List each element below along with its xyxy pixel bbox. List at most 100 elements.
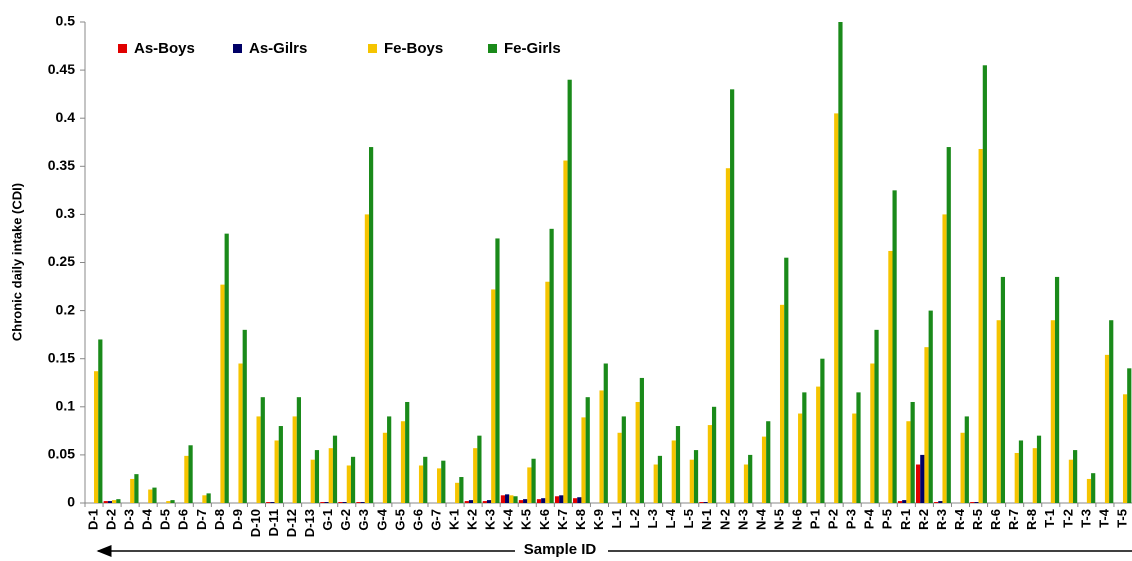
x-tick-label: N-3	[735, 509, 750, 530]
x-tick-label: N-1	[699, 509, 714, 530]
bar	[699, 502, 704, 503]
bar	[278, 426, 283, 503]
bar	[982, 65, 987, 503]
bar	[509, 495, 514, 503]
bar	[1109, 320, 1114, 503]
bar	[242, 329, 247, 503]
bar	[324, 502, 329, 503]
bar	[405, 401, 410, 503]
bar	[473, 448, 478, 503]
legend-swatch	[233, 44, 242, 53]
x-tick-label: D-5	[158, 509, 173, 530]
bar	[513, 496, 518, 503]
bar	[906, 421, 911, 503]
bar	[116, 499, 121, 503]
bar	[964, 416, 969, 503]
bar	[369, 147, 374, 503]
bar	[798, 413, 803, 503]
x-tick-label: R-4	[952, 508, 967, 530]
bar	[1018, 440, 1024, 503]
bar	[581, 417, 586, 503]
bar	[653, 464, 658, 503]
x-tick-label: G-1	[320, 509, 335, 531]
bar	[296, 397, 301, 503]
bar	[224, 233, 229, 503]
x-tick-label: G-4	[374, 508, 389, 530]
x-tick-label: P-2	[826, 509, 841, 529]
bar	[238, 363, 243, 503]
bar	[518, 500, 524, 503]
x-tick-label: K-9	[591, 509, 606, 530]
y-tick-label: 0.2	[56, 301, 76, 317]
bar	[585, 397, 590, 503]
x-tick-label: R-6	[988, 509, 1003, 530]
y-tick-label: 0.5	[56, 13, 76, 29]
x-tick-label: L-3	[645, 509, 660, 529]
bar	[356, 502, 361, 503]
bar	[834, 113, 839, 503]
bar	[545, 281, 550, 503]
bar	[266, 502, 271, 503]
bar	[130, 478, 135, 503]
bar	[996, 320, 1001, 503]
bar	[328, 448, 333, 503]
x-axis-label: Sample ID	[524, 541, 597, 558]
bar	[779, 304, 785, 503]
bar	[455, 482, 460, 503]
x-tick-label: K-2	[465, 509, 480, 530]
bar	[942, 214, 947, 503]
bar	[559, 495, 564, 503]
bar	[541, 498, 546, 503]
bar	[910, 401, 915, 503]
x-tick-label: D-11	[266, 509, 281, 536]
bar	[711, 406, 717, 503]
x-tick-label: G-7	[428, 509, 443, 531]
bar	[1014, 452, 1019, 503]
bar	[468, 500, 474, 503]
bar	[184, 455, 189, 503]
x-tick-label: P-5	[880, 509, 895, 529]
bar	[938, 501, 943, 503]
bar	[1050, 320, 1055, 503]
x-tick-label: N-5	[771, 509, 786, 530]
bar	[1068, 459, 1074, 503]
bar	[916, 464, 921, 503]
bar	[978, 148, 983, 503]
bar	[310, 459, 315, 503]
bar	[1073, 450, 1078, 503]
x-tick-label: D-7	[194, 509, 209, 530]
legend-swatch	[368, 44, 377, 53]
bar	[437, 468, 442, 503]
bar	[482, 501, 487, 503]
bar	[1127, 368, 1132, 503]
bar	[603, 363, 608, 503]
x-tick-label: L-4	[663, 508, 678, 528]
bar	[1036, 435, 1042, 503]
bar	[577, 497, 582, 503]
bar	[766, 421, 771, 503]
y-tick-label: 0.4	[56, 109, 76, 125]
x-tick-label: D-12	[284, 509, 299, 537]
bar	[784, 257, 789, 503]
x-tick-label: K-7	[555, 509, 570, 530]
x-tick-label: T-2	[1060, 509, 1075, 528]
bar	[112, 500, 117, 503]
x-tick-label: R-1	[898, 509, 913, 530]
bar	[464, 501, 469, 503]
bar	[816, 386, 821, 503]
bar	[477, 435, 482, 503]
bar	[920, 454, 925, 503]
bar	[707, 425, 712, 503]
y-tick-label: 0	[67, 494, 75, 510]
bar	[423, 456, 428, 503]
bar	[491, 289, 496, 503]
bar	[531, 458, 536, 503]
bar	[563, 160, 568, 503]
x-tick-label: K-1	[446, 509, 461, 530]
x-tick-label: R-5	[970, 509, 985, 530]
bar	[270, 502, 275, 503]
bar	[536, 499, 542, 503]
bar	[924, 347, 929, 503]
bar	[98, 339, 103, 503]
x-tick-label: G-5	[392, 509, 407, 531]
